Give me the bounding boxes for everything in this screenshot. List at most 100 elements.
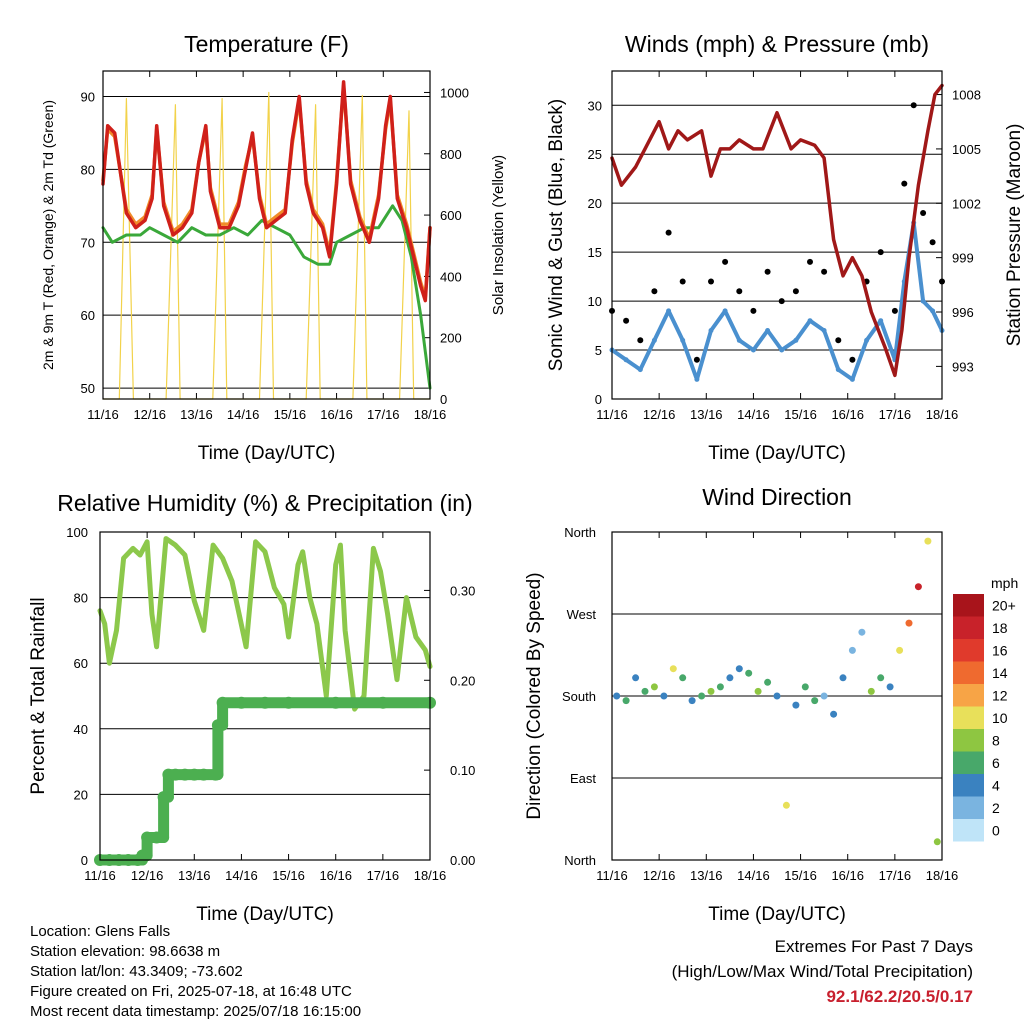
series-relative-humidity bbox=[97, 536, 433, 712]
y-tick-label: 20 bbox=[74, 787, 88, 802]
x-tick-label: 12/16 bbox=[643, 407, 676, 422]
y2-tick-label: 0.00 bbox=[450, 853, 475, 868]
created-text: Figure created on Fri, 2025-07-18, at 16… bbox=[30, 983, 352, 1000]
gust-point bbox=[778, 298, 785, 305]
extremes-values: 92.1/62.2/20.5/0.17 bbox=[826, 987, 973, 1006]
direction-point bbox=[641, 687, 649, 695]
gust-point bbox=[792, 288, 799, 295]
chart-title: Winds (mph) & Pressure (mb) bbox=[625, 31, 929, 57]
precip-point bbox=[178, 768, 191, 781]
y2-axis-label: Station Pressure (Maroon) bbox=[1004, 124, 1024, 347]
direction-point bbox=[811, 697, 819, 705]
x-tick-label: 11/16 bbox=[87, 407, 119, 422]
x-tick-label: 12/16 bbox=[133, 407, 166, 422]
precip-point bbox=[197, 768, 210, 781]
wind-point bbox=[835, 367, 841, 373]
precip-point bbox=[259, 696, 271, 709]
direction-point bbox=[924, 537, 932, 545]
colorbar-label: 16 bbox=[992, 642, 1008, 658]
direction-point bbox=[698, 692, 706, 700]
precip-point bbox=[329, 696, 342, 709]
location-text: Location: Glens Falls bbox=[30, 923, 171, 940]
colorbar-label: 14 bbox=[992, 665, 1008, 681]
gust-point bbox=[835, 337, 842, 344]
wind-point bbox=[694, 376, 700, 382]
x-tick-label: 16/16 bbox=[831, 407, 864, 422]
direction-point bbox=[632, 674, 640, 682]
y-tick-label: 10 bbox=[588, 294, 602, 309]
precip-point bbox=[157, 791, 170, 804]
direction-point bbox=[660, 692, 668, 700]
x-tick-label: 11/16 bbox=[596, 407, 628, 422]
colorbar-swatch bbox=[953, 774, 984, 797]
y-tick-label: East bbox=[570, 771, 596, 786]
y2-tick-label: 0.10 bbox=[450, 763, 475, 778]
gust-point bbox=[750, 307, 757, 314]
extremes-box: Extremes For Past 7 Days (High/Low/Max W… bbox=[672, 934, 973, 1009]
chart-title: Relative Humidity (%) & Precipitation (i… bbox=[57, 490, 472, 516]
wind-point bbox=[779, 347, 785, 353]
gust-point bbox=[679, 278, 686, 285]
chart-panel-2: Winds (mph) & Pressure (mb) Time (Day/UTC… bbox=[546, 31, 1024, 464]
x-tick-label: 15/16 bbox=[274, 407, 307, 422]
colorbar-swatch bbox=[953, 684, 984, 707]
wind-point bbox=[793, 337, 799, 343]
y-tick-label: 80 bbox=[81, 162, 95, 177]
y2-tick-label: 1005 bbox=[952, 142, 981, 157]
gust-point bbox=[807, 258, 813, 265]
chart-title: Wind Direction bbox=[702, 484, 852, 510]
wind-point bbox=[930, 308, 936, 314]
series-2m-td bbox=[101, 204, 432, 390]
x-tick-label: 18/16 bbox=[926, 407, 959, 422]
precip-point bbox=[211, 719, 224, 732]
gust-point bbox=[877, 249, 884, 256]
gust-point bbox=[623, 317, 630, 324]
gust-point bbox=[637, 337, 644, 344]
x-tick-label: 14/16 bbox=[737, 407, 770, 422]
gust-point bbox=[693, 356, 700, 363]
direction-point bbox=[839, 674, 847, 682]
x-axis-label: Time (Day/UTC) bbox=[196, 904, 334, 925]
gust-point bbox=[722, 258, 729, 265]
gust-point bbox=[736, 288, 743, 295]
station-info: Location: Glens Falls Station elevation:… bbox=[30, 922, 361, 1022]
y2-tick-label: 0 bbox=[440, 392, 447, 407]
gust-point bbox=[891, 307, 898, 314]
x-tick-label: 17/16 bbox=[879, 407, 912, 422]
colorbar-swatch bbox=[953, 616, 984, 639]
direction-point bbox=[679, 674, 687, 682]
direction-point bbox=[896, 646, 904, 654]
gust-point bbox=[708, 278, 714, 285]
y2-tick-label: 999 bbox=[952, 251, 974, 266]
precip-point bbox=[188, 768, 201, 781]
x-tick-label: 12/16 bbox=[131, 868, 164, 883]
gust-point bbox=[821, 268, 828, 275]
x-tick-label: 18/16 bbox=[926, 868, 959, 883]
y2-tick-label: 0.20 bbox=[450, 673, 475, 688]
y-tick-label: 70 bbox=[81, 235, 95, 250]
x-tick-label: 15/16 bbox=[784, 407, 817, 422]
x-tick-label: 13/16 bbox=[690, 407, 723, 422]
series-solar-insolation bbox=[102, 91, 431, 400]
y2-tick-label: 200 bbox=[440, 331, 462, 346]
x-tick-label: 16/16 bbox=[320, 407, 353, 422]
y-tick-label: 60 bbox=[81, 308, 95, 323]
x-tick-label: 17/16 bbox=[879, 868, 912, 883]
x-tick-label: 17/16 bbox=[367, 407, 400, 422]
chart-title: Temperature (F) bbox=[184, 31, 349, 57]
y-tick-label: 60 bbox=[74, 656, 88, 671]
direction-point bbox=[914, 583, 922, 591]
gust-point bbox=[849, 356, 856, 363]
series-sonic-wind bbox=[610, 220, 944, 382]
wind-point bbox=[680, 337, 686, 343]
recent-data-text: Most recent data timestamp: 2025/07/18 1… bbox=[30, 1003, 362, 1020]
colorbar-swatch bbox=[953, 639, 984, 662]
direction-point bbox=[716, 683, 724, 691]
precip-point bbox=[376, 696, 389, 709]
wind-point bbox=[637, 367, 643, 373]
direction-point bbox=[886, 683, 894, 691]
x-tick-label: 13/16 bbox=[180, 407, 213, 422]
y2-tick-label: 400 bbox=[440, 269, 462, 284]
y2-tick-label: 800 bbox=[440, 147, 462, 162]
direction-point bbox=[933, 838, 941, 846]
